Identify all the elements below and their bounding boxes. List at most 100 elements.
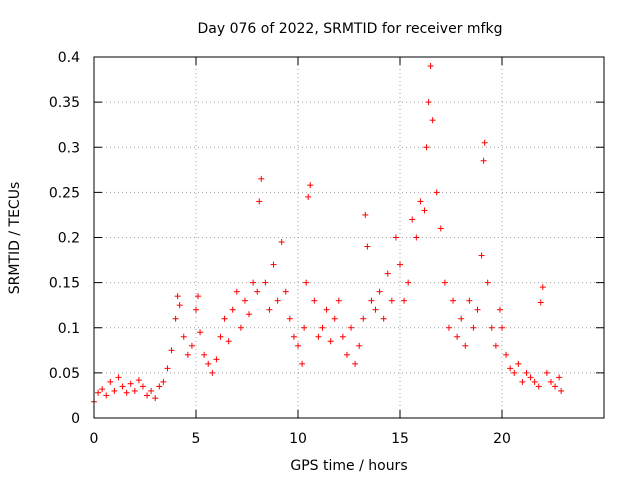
data-point [515, 360, 522, 367]
x-tick-label: 20 [493, 431, 511, 447]
data-point [241, 297, 248, 304]
data-point [172, 315, 179, 322]
data-point [527, 374, 534, 381]
data-point [539, 284, 546, 291]
data-point [425, 99, 432, 106]
data-point [237, 324, 244, 331]
y-tick-label: 0.25 [49, 185, 80, 201]
data-point [217, 333, 224, 340]
data-point [417, 198, 424, 205]
gridlines [94, 57, 604, 418]
data-point [290, 333, 297, 340]
data-point [454, 333, 461, 340]
data-point [262, 279, 269, 286]
data-point [164, 365, 171, 372]
data-point [282, 288, 289, 295]
data-point [144, 392, 151, 399]
data-point [339, 333, 346, 340]
data-point [193, 306, 199, 313]
data-points [91, 63, 565, 405]
data-point [323, 306, 330, 313]
data-point [343, 351, 350, 358]
data-point [531, 378, 538, 385]
data-point [335, 297, 342, 304]
data-point [405, 279, 412, 286]
data-point [139, 383, 146, 390]
data-point [301, 324, 308, 331]
data-point [123, 389, 130, 396]
data-point [131, 387, 138, 394]
data-point [552, 383, 559, 390]
data-point [266, 306, 273, 313]
x-tick-label: 10 [289, 431, 307, 447]
data-point [543, 369, 550, 376]
y-tick-label: 0.05 [49, 366, 80, 382]
data-point [205, 360, 212, 367]
data-point [429, 117, 436, 124]
data-point [270, 261, 277, 268]
data-point [427, 63, 434, 70]
x-axis-label: GPS time / hours [290, 458, 407, 474]
data-point [462, 342, 469, 349]
data-point [95, 389, 102, 396]
data-point [376, 288, 383, 295]
data-point [423, 144, 430, 151]
y-axis-ticks: 0 0.05 0.1 0.15 0.2 0.25 0.3 0.35 0.4 [49, 50, 604, 427]
data-point [364, 243, 371, 250]
data-point [303, 279, 310, 286]
data-point [197, 329, 204, 336]
data-point [327, 338, 334, 345]
data-point [421, 207, 428, 214]
data-point [388, 297, 395, 304]
y-tick-label: 0.15 [49, 276, 80, 292]
data-point [356, 342, 363, 349]
data-point [180, 333, 187, 340]
data-point [246, 311, 253, 318]
data-point [233, 288, 240, 295]
data-point [368, 297, 375, 304]
data-point [478, 252, 485, 259]
data-point [409, 216, 416, 223]
data-point [401, 297, 408, 304]
data-point [188, 342, 195, 349]
data-point [556, 374, 563, 381]
data-point [299, 360, 306, 367]
data-point [148, 387, 155, 394]
data-point [127, 380, 134, 387]
plot-frame [93, 56, 605, 419]
data-point [488, 324, 495, 331]
data-point [250, 279, 257, 286]
data-point [519, 378, 526, 385]
x-tick-label: 5 [192, 431, 201, 447]
data-point [256, 198, 263, 205]
data-point [392, 234, 399, 241]
data-point [492, 342, 499, 349]
data-point [201, 351, 208, 358]
data-point [168, 347, 175, 354]
x-axis-ticks: 0 5 10 15 20 [90, 57, 511, 447]
data-point [450, 297, 457, 304]
data-point [348, 324, 355, 331]
data-point [156, 383, 163, 390]
data-point [307, 182, 314, 189]
data-point [458, 315, 465, 322]
data-point [221, 315, 228, 322]
data-point [352, 360, 359, 367]
data-point [278, 239, 285, 246]
data-point [229, 306, 236, 313]
data-point [372, 306, 379, 313]
x-tick-label: 15 [391, 431, 409, 447]
data-point [258, 175, 265, 182]
data-point [160, 378, 167, 385]
data-point [380, 315, 387, 322]
data-point [111, 387, 118, 394]
data-point [437, 225, 444, 232]
data-point [484, 279, 491, 286]
data-point [397, 261, 403, 268]
data-point [274, 297, 281, 304]
data-point [480, 157, 487, 164]
data-point [315, 333, 322, 340]
data-point [466, 297, 473, 304]
data-point [496, 306, 503, 313]
